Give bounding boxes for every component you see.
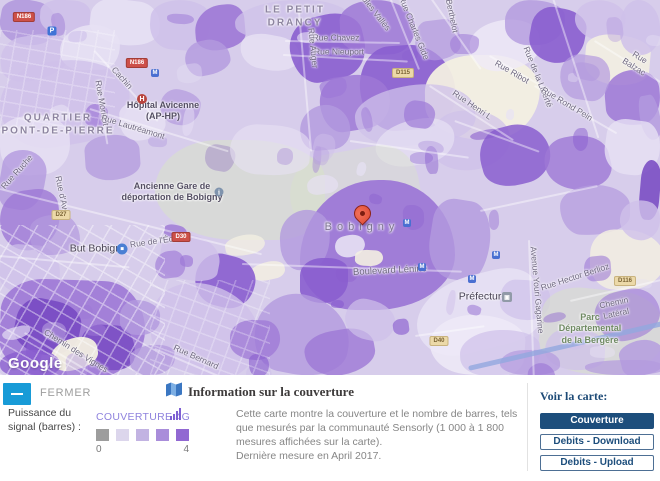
coverage-blob xyxy=(488,209,500,231)
metro-icon[interactable]: M xyxy=(151,69,159,77)
map-type-switcher: Voir la carte: Couverture Debits - Downlo… xyxy=(540,389,654,476)
scale-max-label: 4 xyxy=(183,444,189,455)
bottom-panel: FERMER Puissance du signal (barres) : CO… xyxy=(0,375,660,481)
info-body: Cette carte montre la couverture et le n… xyxy=(236,407,524,463)
legend-title: Puissance du signal (barres) : xyxy=(8,407,81,433)
debits-download-button[interactable]: Debits - Download xyxy=(540,434,654,450)
coverage-blob xyxy=(228,122,312,178)
map-canvas[interactable]: LE PETIT DRANCY QUARTIER PONT-DE-PIERRE Bo… xyxy=(0,0,660,375)
couverture-button[interactable]: Couverture xyxy=(540,413,654,429)
street-grid xyxy=(0,225,165,375)
coverage-blob xyxy=(582,255,613,283)
coverage-blob xyxy=(585,360,660,375)
coverage-blob xyxy=(180,255,194,267)
coverage-4g-label: COUVERTURE 4G xyxy=(96,411,191,423)
legend-swatches xyxy=(96,429,189,441)
coverage-blob xyxy=(589,344,616,358)
coverage-blob xyxy=(619,0,660,56)
coverage-blob xyxy=(409,151,433,165)
legend-swatch-2 xyxy=(136,429,149,441)
coverage-blob xyxy=(147,134,167,147)
close-panel-label[interactable]: FERMER xyxy=(40,387,92,399)
minimize-panel-button[interactable] xyxy=(3,383,31,405)
coverage-blob xyxy=(402,204,424,230)
coverage-blob xyxy=(450,33,480,54)
legend-swatch-3 xyxy=(156,429,169,441)
legend-swatch-0 xyxy=(96,429,109,441)
coverage-blob xyxy=(645,34,660,47)
panel-divider xyxy=(527,383,528,471)
coverage-blob xyxy=(392,318,410,337)
coverage-blob xyxy=(85,104,109,127)
info-body-line1: Cette carte montre la couverture et le n… xyxy=(236,408,518,448)
coverage-blob xyxy=(330,299,345,309)
legend-swatch-1 xyxy=(116,429,129,441)
signal-bars-icon xyxy=(170,408,183,420)
metro-icon[interactable]: M xyxy=(492,251,500,259)
street-grid xyxy=(0,30,115,130)
info-body-line2: Dernière mesure en April 2017. xyxy=(236,450,382,462)
coverage-blob xyxy=(175,61,204,85)
legend-scale: 0 4 xyxy=(96,444,189,455)
debits-upload-button[interactable]: Debits - Upload xyxy=(540,455,654,471)
legend-swatch-4 xyxy=(176,429,189,441)
coverage-blob xyxy=(83,133,142,182)
google-logo: Google xyxy=(8,355,63,372)
street-grid xyxy=(150,280,270,375)
info-heading: Information sur la couverture xyxy=(188,384,354,399)
map-icon xyxy=(166,382,182,397)
scale-min-label: 0 xyxy=(96,444,102,455)
coverage-blob xyxy=(30,215,80,255)
route-shield: N186 xyxy=(125,58,149,68)
coverage-blob xyxy=(572,127,588,151)
actions-heading: Voir la carte: xyxy=(540,389,608,403)
